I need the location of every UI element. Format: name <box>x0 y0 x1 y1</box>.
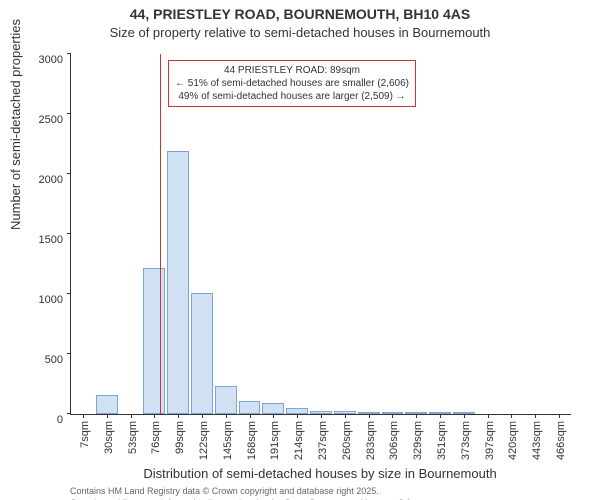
x-tick-mark <box>559 414 560 418</box>
x-tick-mark <box>535 414 536 418</box>
x-tick-label: 99sqm <box>174 421 186 454</box>
y-tick-mark <box>67 413 71 414</box>
x-tick-mark <box>511 414 512 418</box>
x-tick-label: 329sqm <box>412 421 424 460</box>
x-tick-mark <box>345 414 346 418</box>
y-tick-label: 1000 <box>13 294 63 306</box>
x-tick-label: 122sqm <box>198 421 210 460</box>
x-tick-mark <box>297 414 298 418</box>
annotation-line-3: 49% of semi-detached houses are larger (… <box>178 91 405 102</box>
x-tick-label: 7sqm <box>79 421 91 448</box>
y-tick-label: 1500 <box>13 234 63 246</box>
x-tick-mark <box>416 414 417 418</box>
x-tick-mark <box>321 414 322 418</box>
y-tick-mark <box>67 53 71 54</box>
x-tick-label: 397sqm <box>484 421 496 460</box>
annotation-line-1: 44 PRIESTLEY ROAD: 89sqm <box>224 65 360 76</box>
x-tick-label: 145sqm <box>222 421 234 460</box>
histogram-bar <box>96 395 118 414</box>
y-tick-label: 3000 <box>13 54 63 66</box>
annotation-line-2: ← 51% of semi-detached houses are smalle… <box>175 78 409 89</box>
annotation-box: 44 PRIESTLEY ROAD: 89sqm ← 51% of semi-de… <box>168 60 416 107</box>
y-tick-mark <box>67 173 71 174</box>
x-tick-label: 443sqm <box>531 421 543 460</box>
x-tick-mark <box>369 414 370 418</box>
x-tick-label: 283sqm <box>365 421 377 460</box>
x-tick-label: 373sqm <box>460 421 472 460</box>
y-tick-mark <box>67 233 71 234</box>
x-tick-label: 260sqm <box>341 421 353 460</box>
indicator-line <box>160 54 161 414</box>
x-tick-label: 420sqm <box>507 421 519 460</box>
footer-attribution: Contains HM Land Registry data © Crown c… <box>70 486 414 500</box>
y-tick-mark <box>67 293 71 294</box>
x-tick-label: 466sqm <box>555 421 567 460</box>
x-tick-mark <box>250 414 251 418</box>
x-tick-label: 191sqm <box>269 421 281 460</box>
y-tick-label: 2000 <box>13 174 63 186</box>
histogram-bar <box>262 403 284 414</box>
x-tick-mark <box>392 414 393 418</box>
histogram-bar <box>167 151 189 414</box>
x-tick-label: 306sqm <box>388 421 400 460</box>
x-tick-mark <box>107 414 108 418</box>
x-tick-mark <box>226 414 227 418</box>
x-tick-mark <box>464 414 465 418</box>
x-tick-label: 30sqm <box>103 421 115 454</box>
footer-line-1: Contains HM Land Registry data © Crown c… <box>70 486 379 496</box>
x-tick-mark <box>202 414 203 418</box>
x-tick-mark <box>178 414 179 418</box>
chart-subtitle: Size of property relative to semi-detach… <box>0 25 600 40</box>
x-axis-label: Distribution of semi-detached houses by … <box>70 466 570 481</box>
x-tick-label: 351sqm <box>436 421 448 460</box>
y-tick-label: 0 <box>13 414 63 426</box>
histogram-bar <box>143 268 165 414</box>
y-tick-mark <box>67 113 71 114</box>
x-tick-mark <box>273 414 274 418</box>
chart-container: 44, PRIESTLEY ROAD, BOURNEMOUTH, BH10 4A… <box>0 0 600 500</box>
histogram-bar <box>239 401 261 414</box>
x-tick-mark <box>440 414 441 418</box>
chart-title: 44, PRIESTLEY ROAD, BOURNEMOUTH, BH10 4A… <box>0 6 600 22</box>
x-tick-mark <box>131 414 132 418</box>
x-tick-label: 168sqm <box>246 421 258 460</box>
x-tick-label: 53sqm <box>127 421 139 454</box>
x-tick-label: 214sqm <box>293 421 305 460</box>
y-tick-label: 500 <box>13 354 63 366</box>
histogram-bar <box>191 293 213 414</box>
x-tick-mark <box>154 414 155 418</box>
plot-area: 0500100015002000250030007sqm30sqm53sqm76… <box>70 54 571 415</box>
y-tick-mark <box>67 353 71 354</box>
x-tick-label: 76sqm <box>150 421 162 454</box>
histogram-bar <box>215 386 237 414</box>
y-tick-label: 2500 <box>13 114 63 126</box>
x-tick-mark <box>83 414 84 418</box>
x-tick-mark <box>488 414 489 418</box>
x-tick-label: 237sqm <box>317 421 329 460</box>
